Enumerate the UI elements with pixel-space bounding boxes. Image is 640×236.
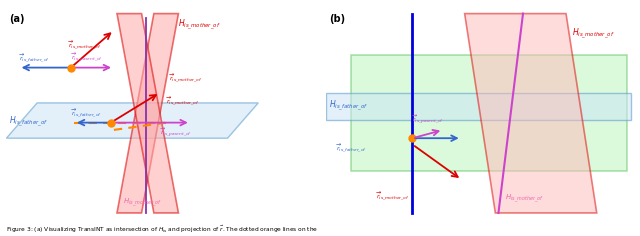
Polygon shape xyxy=(351,55,627,171)
Text: $\overrightarrow{r}_{is\_parent\_of}$: $\overrightarrow{r}_{is\_parent\_of}$ xyxy=(160,126,192,139)
Text: $\overrightarrow{r}_{is\_father\_of}$: $\overrightarrow{r}_{is\_father\_of}$ xyxy=(71,107,102,119)
Text: $\overrightarrow{r}_{is\_parent\_of}$: $\overrightarrow{r}_{is\_parent\_of}$ xyxy=(412,113,444,126)
Text: $H_{is\_mother\_of}$: $H_{is\_mother\_of}$ xyxy=(572,26,615,41)
Text: $H_{is\_father\_of}$: $H_{is\_father\_of}$ xyxy=(330,99,369,113)
Text: $H_{is\_father\_of}$: $H_{is\_father\_of}$ xyxy=(10,114,49,129)
Text: $\overrightarrow{r}_{is\_father\_of}$: $\overrightarrow{r}_{is\_father\_of}$ xyxy=(19,52,49,64)
Text: $\overrightarrow{r}_{is\_mother\_of}$: $\overrightarrow{r}_{is\_mother\_of}$ xyxy=(169,72,203,84)
Polygon shape xyxy=(465,14,596,213)
Text: (a): (a) xyxy=(10,14,25,24)
Text: $\overrightarrow{r}_{is\_parent\_of}$: $\overrightarrow{r}_{is\_parent\_of}$ xyxy=(71,51,103,64)
Polygon shape xyxy=(6,103,259,138)
Text: $\overrightarrow{r}_{is\_mother\_of}$: $\overrightarrow{r}_{is\_mother\_of}$ xyxy=(376,190,409,202)
Text: $\overrightarrow{r}_{is\_mother\_of}$: $\overrightarrow{r}_{is\_mother\_of}$ xyxy=(68,39,101,51)
Text: (b): (b) xyxy=(330,14,346,24)
Text: Figure 3: (a) Visualizing TransINT as intersection of $H_{is}$ and projection of: Figure 3: (a) Visualizing TransINT as in… xyxy=(6,224,319,235)
Text: $\overrightarrow{r}_{is\_mother\_of}$: $\overrightarrow{r}_{is\_mother\_of}$ xyxy=(166,95,200,107)
Polygon shape xyxy=(117,14,179,213)
Polygon shape xyxy=(117,14,179,213)
Polygon shape xyxy=(326,93,630,119)
Text: $H_{is\_mother\_of}$: $H_{is\_mother\_of}$ xyxy=(123,197,163,209)
Text: $\overrightarrow{r}_{is\_father\_of}$: $\overrightarrow{r}_{is\_father\_of}$ xyxy=(335,141,367,154)
Text: $H_{is\_mother\_of}$: $H_{is\_mother\_of}$ xyxy=(504,193,544,205)
Text: $H_{is\_mother\_of}$: $H_{is\_mother\_of}$ xyxy=(179,18,221,32)
